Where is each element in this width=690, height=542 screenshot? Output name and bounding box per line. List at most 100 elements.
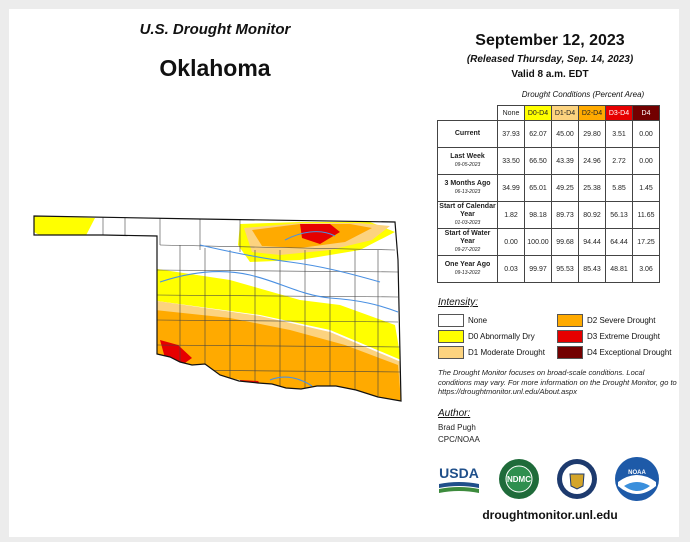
table-cell: 95.53 <box>551 255 579 283</box>
legend-item: D1 Moderate Drought <box>438 346 545 359</box>
table-cell: 80.92 <box>578 201 606 229</box>
disclaimer-note: The Drought Monitor focuses on broad-sca… <box>438 368 677 396</box>
legend-swatch <box>557 330 583 343</box>
legend-label: D3 Extreme Drought <box>587 332 660 341</box>
legend-swatch <box>557 314 583 327</box>
table-cell: 56.13 <box>605 201 633 229</box>
rivers <box>159 231 399 387</box>
row-label-date: 09-27-2022 <box>454 247 481 253</box>
table-cell: 48.81 <box>605 255 633 283</box>
conditions-table: None D0-D4 D1-D4 D2-D4 D3-D4 D4 Current … <box>437 105 660 283</box>
col-d3-header: D3-D4 <box>605 105 633 121</box>
table-cell: 89.73 <box>551 201 579 229</box>
legend-label: D4 Exceptional Drought <box>587 348 672 357</box>
usda-logo: USDA <box>439 465 479 493</box>
table-cell: 37.93 <box>497 120 525 148</box>
row-label-date: 09-13-2022 <box>454 270 481 276</box>
table-row: Current 37.93 62.07 45.00 29.80 3.51 0.0… <box>437 120 660 148</box>
legend-label: D0 Abnormally Dry <box>468 332 535 341</box>
table-cell: 45.00 <box>551 120 579 148</box>
table-cell: 94.44 <box>578 228 606 256</box>
table-cell: 33.50 <box>497 147 525 175</box>
table-cell: 1.82 <box>497 201 525 229</box>
table-cell: 49.25 <box>551 174 579 202</box>
website-link[interactable]: droughtmonitor.unl.edu <box>482 508 618 522</box>
ndmc-logo: NDMC <box>499 459 539 499</box>
doc-seal-logo <box>557 459 597 499</box>
table-cell: 3.06 <box>632 255 660 283</box>
table-cell: 11.65 <box>632 201 660 229</box>
col-d2-header: D2-D4 <box>578 105 606 121</box>
author-block: Brad Pugh CPC/NOAA <box>438 422 480 446</box>
col-none-header: None <box>497 105 525 121</box>
legend-item: D2 Severe Drought <box>557 314 655 327</box>
table-cell: 25.38 <box>578 174 606 202</box>
table-row: Start of Water Year 09-27-2022 0.00 100.0… <box>437 228 660 256</box>
row-label: Start of Water Year 09-27-2022 <box>437 228 498 256</box>
col-d1-header: D1-D4 <box>551 105 579 121</box>
legend-title: Intensity: <box>438 297 479 308</box>
county-lines <box>102 216 401 396</box>
program-title: U.S. Drought Monitor <box>139 21 291 38</box>
row-label: Current <box>437 120 498 148</box>
conditions-header-row: None D0-D4 D1-D4 D2-D4 D3-D4 D4 <box>438 105 660 121</box>
table-cell: 65.01 <box>524 174 552 202</box>
legend-swatch <box>557 346 583 359</box>
table-cell: 99.68 <box>551 228 579 256</box>
table-cell: 0.00 <box>632 120 660 148</box>
legend-item: D0 Abnormally Dry <box>438 330 535 343</box>
row-label-text: Current <box>454 130 481 137</box>
table-cell: 24.96 <box>578 147 606 175</box>
table-cell: 0.00 <box>497 228 525 256</box>
table-cell: 1.45 <box>632 174 660 202</box>
table-cell: 3.51 <box>605 120 633 148</box>
table-cell: 0.00 <box>632 147 660 175</box>
table-cell: 98.18 <box>524 201 552 229</box>
table-cell: 62.07 <box>524 120 552 148</box>
legend-swatch <box>438 330 464 343</box>
state-outline <box>33 215 402 402</box>
table-cell: 100.00 <box>524 228 552 256</box>
table-cell: 43.39 <box>551 147 579 175</box>
table-cell: 85.43 <box>578 255 606 283</box>
row-label-text: Start of Calendar Year <box>439 203 496 218</box>
d3-area <box>300 224 340 244</box>
table-row: 3 Months Ago 06-13-2023 34.99 65.01 49.25… <box>437 174 660 202</box>
noaa-logo: NOAA <box>615 457 659 501</box>
table-cell: 99.97 <box>524 255 552 283</box>
legend-swatch <box>438 314 464 327</box>
row-label-text: One Year Ago <box>444 261 491 268</box>
release-date: (Released Thursday, Sep. 14, 2023) <box>466 54 634 65</box>
drought-areas <box>34 216 401 401</box>
legend-item: D3 Extreme Drought <box>557 330 660 343</box>
legend-label: None <box>468 316 488 325</box>
legend-label: D1 Moderate Drought <box>468 348 545 357</box>
col-d4-header: D4 <box>632 105 660 121</box>
corner-cell <box>438 106 498 121</box>
author-heading: Author: <box>438 408 471 419</box>
row-label-text: 3 Months Ago <box>444 180 491 187</box>
row-label: 3 Months Ago 06-13-2023 <box>437 174 498 202</box>
ndmc-logo-text: NDMC <box>507 475 531 484</box>
d0-area <box>34 216 95 247</box>
row-label-date: 09-05-2023 <box>454 162 481 168</box>
author-org: CPC/NOAA <box>438 435 480 444</box>
table-cell: 34.99 <box>497 174 525 202</box>
row-label-text: Start of Water Year <box>444 230 491 245</box>
legend-item: D4 Exceptional Drought <box>557 346 672 359</box>
table-cell: 64.44 <box>605 228 633 256</box>
table-row: Last Week 09-05-2023 33.50 66.50 43.39 24… <box>437 147 660 175</box>
usda-logo-text: USDA <box>439 465 479 481</box>
author-name: Brad Pugh <box>438 423 476 432</box>
valid-time: Valid 8 a.m. EDT <box>511 69 589 80</box>
row-label: Last Week 09-05-2023 <box>437 147 498 175</box>
conditions-title: Drought Conditions (Percent Area) <box>521 90 645 99</box>
row-label: Start of Calendar Year 01-03-2023 <box>437 201 498 229</box>
row-label-date: 06-13-2023 <box>454 189 481 195</box>
col-d0-header: D0-D4 <box>524 105 552 121</box>
table-row: One Year Ago 09-13-2022 0.03 99.97 95.53 … <box>437 255 660 283</box>
row-label-text: Last Week <box>450 153 485 160</box>
table-row: Start of Calendar Year 01-03-2023 1.82 98… <box>437 201 660 229</box>
legend-label: D2 Severe Drought <box>587 316 656 325</box>
